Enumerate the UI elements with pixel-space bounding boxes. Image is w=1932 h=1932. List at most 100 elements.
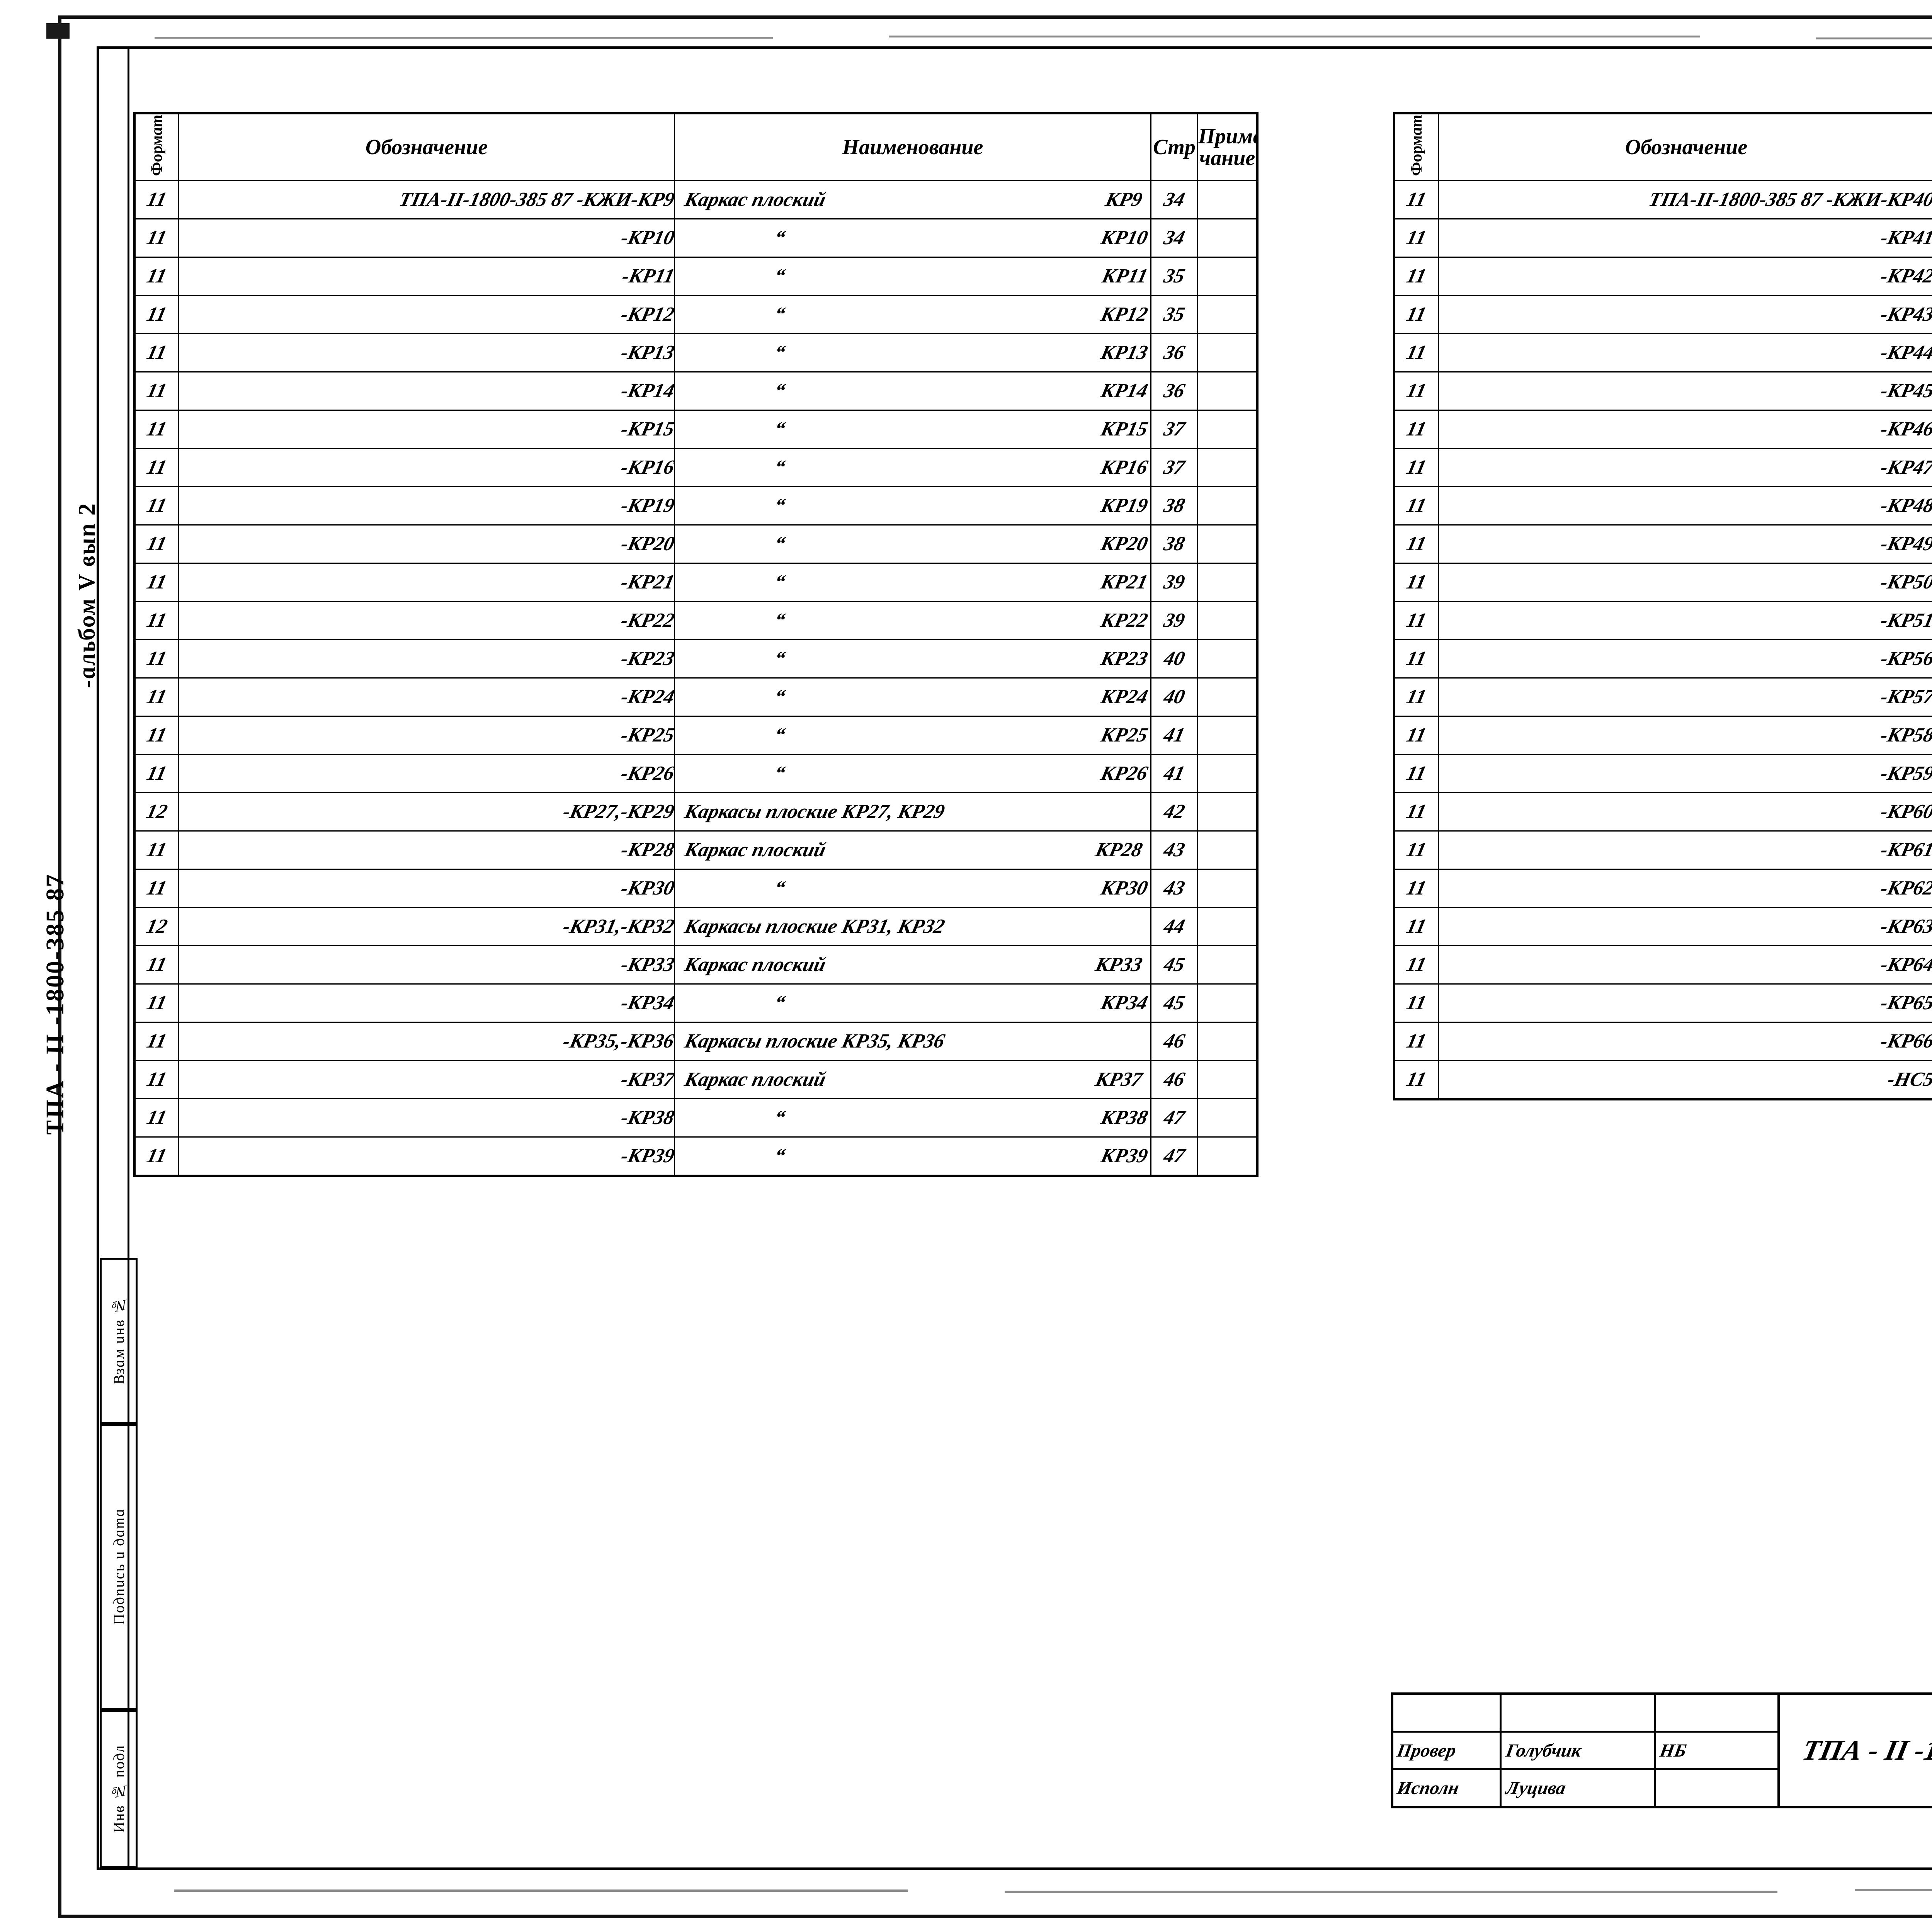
cell-designation: -КР13 xyxy=(178,333,675,372)
cell-name: “КР11 xyxy=(674,257,1151,296)
cell-page: 37 xyxy=(1150,410,1198,449)
cell-designation: -КР60 xyxy=(1438,792,1932,832)
cell-name: “КР13 xyxy=(674,333,1151,372)
table-row: 11 -КР21 “КР21 39 xyxy=(134,563,1258,602)
cell-page: 36 xyxy=(1150,333,1198,372)
table-row: 11-КР62“КР6257 xyxy=(1393,869,1932,908)
name-checked-label: Голубчик xyxy=(1504,1740,1583,1761)
scan-edge-bottom xyxy=(58,1915,1932,1918)
cell-designation: -КР10 xyxy=(178,218,675,258)
cell-format: 11 xyxy=(1393,601,1439,640)
cell-designation: -КР47 xyxy=(1438,448,1932,487)
cell-page: 45 xyxy=(1150,945,1198,985)
cell-format: 11 xyxy=(134,677,179,717)
cell-note xyxy=(1197,1060,1258,1099)
col-header-note-line2: чание xyxy=(1199,146,1255,170)
cell-designation: -КР45 xyxy=(1438,371,1932,411)
cell-designation: -КР66 xyxy=(1438,1022,1932,1061)
table-row: 11 -КР26 “КР26 41 xyxy=(134,754,1258,793)
cell-designation: -КР35,-КР36 xyxy=(178,1022,675,1061)
album-label: -альбом V вып 2 xyxy=(74,500,100,690)
cell-page: 38 xyxy=(1150,524,1198,564)
specification-table-left: Формат Обозначение Наименование Стр Прим… xyxy=(133,112,1259,1177)
title-block: Провер Голубчик НБ Исполн Луцива ТПА - I… xyxy=(1391,1692,1932,1808)
cell-note xyxy=(1197,716,1258,755)
cell-note xyxy=(1197,907,1258,946)
cell-format: 11 xyxy=(134,333,179,372)
stamp-podpis-i-data: Подпись и дата xyxy=(100,1424,138,1710)
table-row: 11 -КР38 “КР38 47 xyxy=(134,1098,1258,1138)
col-header-note-line1: Приме- xyxy=(1198,124,1256,148)
table-row: 11 -КР39 “КР39 47 xyxy=(134,1136,1258,1177)
cell-note xyxy=(1197,983,1258,1023)
cell-note xyxy=(1197,639,1258,679)
table-row: 11-КР66“КР6659 xyxy=(1393,1022,1932,1061)
col-header-note: Приме- чание xyxy=(1197,112,1258,181)
cell-format: 11 xyxy=(1393,830,1439,870)
table-row: 11 -КР33 Каркас плоский КР33 45 xyxy=(134,945,1258,985)
stamp-inv-podl-label: Инв № подл xyxy=(110,1743,128,1835)
col-header-page: Стр xyxy=(1150,112,1198,181)
cell-page: 36 xyxy=(1150,371,1198,411)
cell-format: 11 xyxy=(134,1022,179,1061)
cell-designation: -КР63 xyxy=(1438,907,1932,946)
name-checked-cell: Голубчик xyxy=(1502,1732,1656,1769)
cell-designation: -КР59 xyxy=(1438,754,1932,793)
cell-page: 46 xyxy=(1150,1022,1198,1061)
scan-noise xyxy=(174,1889,908,1892)
cell-designation: -КР34 xyxy=(178,983,675,1023)
scan-edge-left xyxy=(58,15,61,1918)
table-row: 11-КР57“КР5754 xyxy=(1393,677,1932,717)
cell-format: 11 xyxy=(1393,410,1439,449)
cell-name: “КР10 xyxy=(674,218,1151,258)
cell-format: 11 xyxy=(134,257,179,296)
cell-format: 11 xyxy=(134,639,179,679)
cell-designation: -КР64 xyxy=(1438,945,1932,985)
drawing-frame xyxy=(97,46,1932,1870)
scan-noise xyxy=(1816,37,1932,39)
frame-inner-rule xyxy=(128,46,129,1870)
table-row: 11 -КР14 “КР14 36 xyxy=(134,371,1258,411)
cell-format: 11 xyxy=(1393,983,1439,1023)
cell-name: Каркасы плоские КР31, КР32 xyxy=(674,907,1151,946)
cell-designation: ТПА-II-1800-385 87 -КЖИ-КР9 xyxy=(178,180,675,219)
cell-designation: -КР21 xyxy=(178,563,675,602)
cell-designation: -КР25 xyxy=(178,716,675,755)
col-header-designation: Обозначение xyxy=(178,112,675,181)
cell-note xyxy=(1197,601,1258,640)
cell-format: 11 xyxy=(134,869,179,908)
cell-format: 11 xyxy=(134,983,179,1023)
cell-note xyxy=(1197,371,1258,411)
cell-note xyxy=(1197,1022,1258,1061)
scan-noise xyxy=(1005,1891,1777,1893)
cell-name: Каркас плоский КР37 xyxy=(674,1060,1151,1099)
cell-designation: -КР39 xyxy=(178,1136,675,1177)
table-row: 11 -КР24 “КР24 40 xyxy=(134,677,1258,717)
table-row: 11 -КР30 “КР30 43 xyxy=(134,869,1258,908)
cell-note xyxy=(1197,410,1258,449)
cell-name: “КР16 xyxy=(674,448,1151,487)
table-row: 11 -КР12 “КР12 35 xyxy=(134,295,1258,334)
table-row: 11 -КР20 “КР20 38 xyxy=(134,524,1258,564)
cell-name: “КР12 xyxy=(674,295,1151,334)
cell-note xyxy=(1197,218,1258,258)
cell-designation: -КР41 xyxy=(1438,218,1932,258)
cell-note xyxy=(1197,1136,1258,1177)
cell-note xyxy=(1197,945,1258,985)
cell-format: 11 xyxy=(134,371,179,411)
cell-note xyxy=(1197,333,1258,372)
cell-note xyxy=(1197,792,1258,832)
cell-format: 11 xyxy=(1393,869,1439,908)
col-header-format: Формат xyxy=(134,112,179,181)
cell-format: 12 xyxy=(134,907,179,946)
table-row: 11 -КР25 “КР25 41 xyxy=(134,716,1258,755)
cell-name: “КР24 xyxy=(674,677,1151,717)
cell-page: 43 xyxy=(1150,830,1198,870)
cell-designation: -КР15 xyxy=(178,410,675,449)
cell-format: 11 xyxy=(1393,1060,1439,1100)
cell-note xyxy=(1197,524,1258,564)
cell-name: “КР22 xyxy=(674,601,1151,640)
cell-format: 11 xyxy=(134,563,179,602)
